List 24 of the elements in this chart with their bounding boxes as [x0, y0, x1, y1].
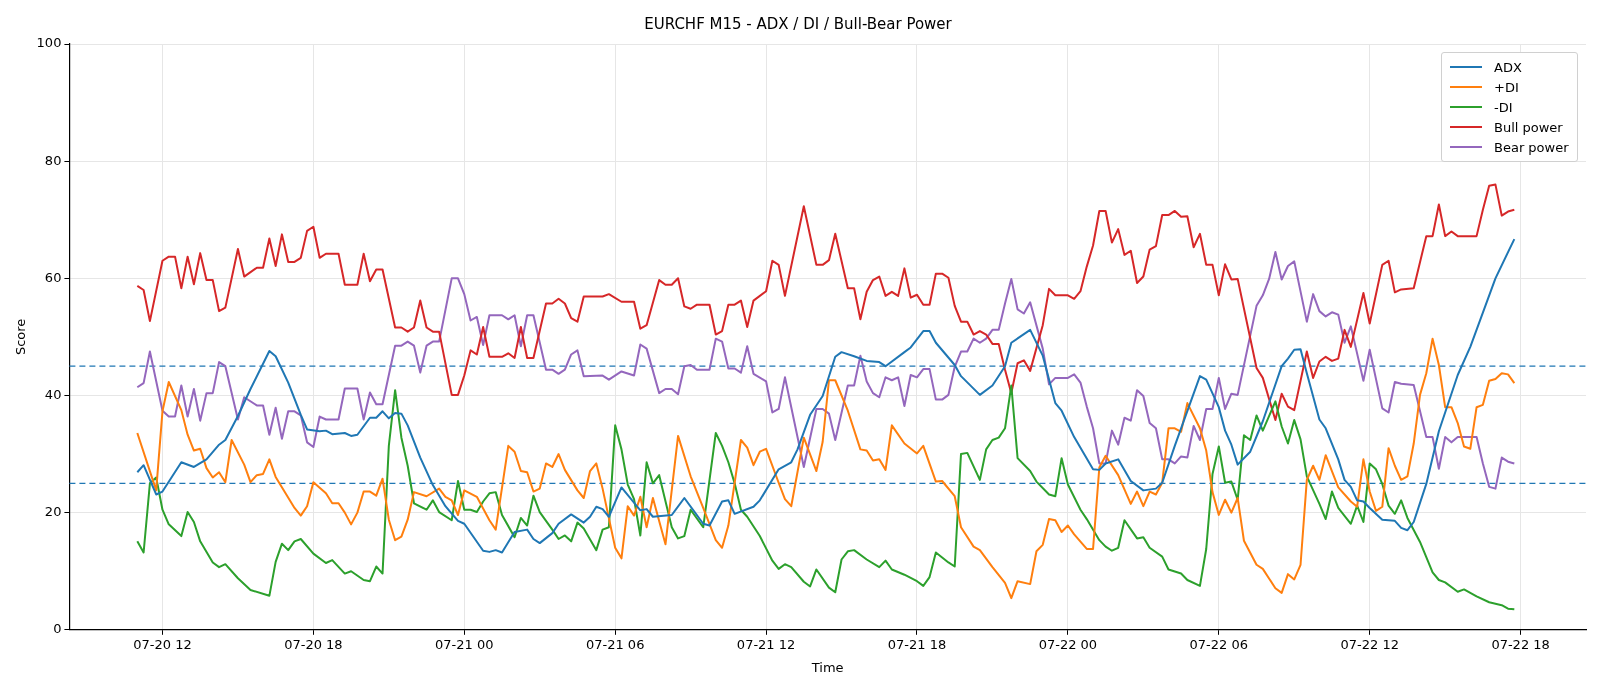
legend-label: +DI — [1494, 79, 1519, 95]
y-tick-label: 20 — [44, 504, 62, 520]
x-tick-label: 07-22 06 — [1189, 636, 1249, 652]
x-tick-label: 07-22 18 — [1491, 636, 1550, 652]
x-tick-label: 07-22 00 — [1038, 636, 1098, 652]
x-tick-label: 07-20 18 — [284, 636, 343, 652]
legend-label: Bull power — [1494, 119, 1563, 135]
y-tick-label: 80 — [44, 152, 62, 168]
legend-label: Bear power — [1494, 139, 1569, 155]
legend-label: ADX — [1494, 59, 1522, 75]
chart-title: EURCHF M15 - ADX / DI / Bull-Bear Power — [644, 14, 953, 33]
x-tick-label: 07-22 12 — [1340, 636, 1399, 652]
x-tick-label: 07-21 12 — [736, 636, 796, 652]
x-tick-label: 07-20 12 — [133, 636, 192, 652]
x-tick-label: 07-21 00 — [435, 636, 494, 652]
x-tick-label: 07-21 18 — [887, 636, 947, 652]
legend-label: -DI — [1494, 99, 1513, 115]
y-tick-label: 100 — [36, 35, 62, 51]
y-axis-title: Score — [13, 318, 29, 356]
y-tick-label: 0 — [53, 621, 62, 637]
x-axis-title: Time — [810, 659, 844, 675]
y-tick-label: 60 — [44, 269, 62, 285]
x-tick-label: 07-21 06 — [585, 636, 645, 652]
y-tick-label: 40 — [44, 386, 62, 402]
